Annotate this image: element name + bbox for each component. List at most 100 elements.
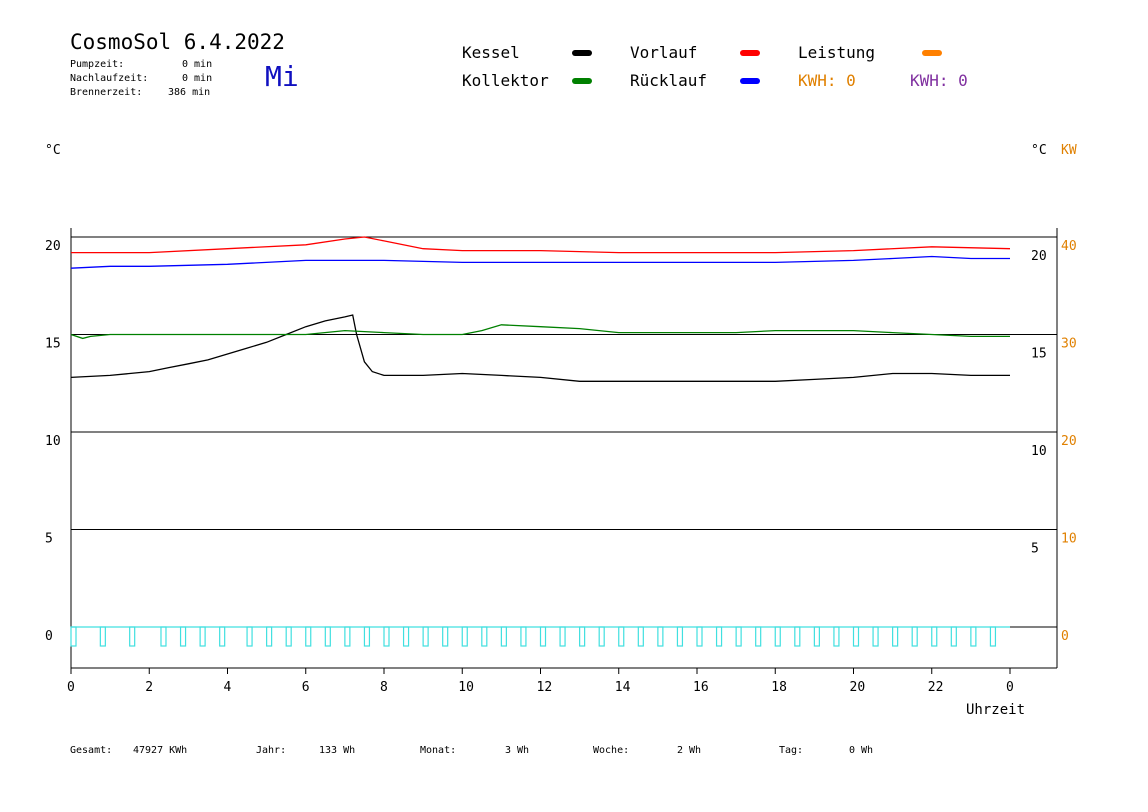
pump-pulse bbox=[755, 626, 762, 647]
pump-pulse bbox=[266, 626, 273, 647]
pump-pulse bbox=[129, 626, 136, 647]
footer-monat-value: 3 Wh bbox=[505, 745, 530, 756]
pump-pulse bbox=[833, 626, 840, 647]
footer-tag-value: 0 Wh bbox=[849, 745, 874, 756]
pump-pulse bbox=[852, 626, 860, 647]
pump-pulse bbox=[637, 626, 644, 647]
pump-pulse bbox=[676, 626, 684, 647]
stat-nachlaufzeit-value: 0 min bbox=[182, 73, 213, 84]
x-tick-label: 10 bbox=[458, 680, 474, 695]
y-right-kw-tick-label: 30 bbox=[1061, 337, 1077, 352]
stat-pumpzeit-value: 0 min bbox=[182, 59, 213, 70]
y-right-kw-tick-label: 20 bbox=[1061, 434, 1077, 449]
pump-pulse bbox=[99, 626, 106, 647]
legend-kessel-label: Kessel bbox=[462, 43, 520, 62]
x-tick-label: 16 bbox=[693, 680, 709, 695]
y-left-tick-label: 0 bbox=[45, 629, 53, 644]
legend-vorlauf-label: Vorlauf bbox=[630, 43, 698, 62]
pump-pulse bbox=[383, 626, 390, 647]
y-left-tick-label: 20 bbox=[45, 239, 61, 254]
stat-pumpzeit-label: Pumpzeit: bbox=[70, 59, 125, 70]
y-right-kw-tick-label: 10 bbox=[1061, 532, 1077, 547]
pump-pulse bbox=[442, 626, 449, 647]
pump-pulse bbox=[520, 626, 527, 647]
x-tick-label: 20 bbox=[850, 680, 866, 695]
legend-kwh-orange: KWH: 0 bbox=[798, 71, 856, 90]
x-tick-label: 0 bbox=[67, 680, 75, 695]
legend-kollektor-swatch bbox=[572, 78, 592, 84]
left-axis-unit: °C bbox=[45, 143, 61, 158]
pump-pulse bbox=[179, 626, 187, 647]
legend-ruecklauf-swatch bbox=[740, 78, 760, 84]
pump-pulse bbox=[344, 626, 351, 647]
pump-pulse bbox=[324, 626, 331, 647]
series-line-vorlauf bbox=[71, 236, 1011, 254]
footer-woche-value: 2 Wh bbox=[677, 745, 702, 756]
pump-pulse bbox=[500, 626, 507, 647]
pump-pulse bbox=[989, 626, 997, 647]
footer-monat-label: Monat: bbox=[420, 745, 457, 756]
y-right-tick-label: 10 bbox=[1031, 444, 1047, 459]
pump-pulse bbox=[696, 626, 703, 647]
legend-ruecklauf-label: Rücklauf bbox=[630, 71, 708, 90]
weekday-label: Mi bbox=[265, 60, 299, 93]
right-axis-unit: °C bbox=[1031, 143, 1047, 158]
pump-pulse bbox=[539, 626, 547, 647]
y-right-tick-label: 20 bbox=[1031, 249, 1047, 264]
x-tick-label: 0 bbox=[1006, 680, 1014, 695]
pump-pulse bbox=[285, 626, 292, 647]
pump-pulse bbox=[715, 626, 723, 647]
pump-pulse bbox=[618, 626, 625, 647]
right-axis-unit-kw: KW bbox=[1061, 143, 1077, 158]
stat-brennerzeit-label: Brennerzeit: bbox=[70, 87, 143, 98]
pump-pulse bbox=[970, 626, 977, 647]
footer-woche-label: Woche: bbox=[593, 745, 630, 756]
pump-pulse bbox=[363, 626, 371, 647]
pump-pulse bbox=[422, 626, 429, 647]
pump-pulse bbox=[579, 626, 586, 647]
legend-vorlauf-swatch bbox=[740, 50, 760, 56]
pump-pulse bbox=[794, 626, 801, 647]
x-tick-label: 22 bbox=[928, 680, 944, 695]
legend-leistung-label: Leistung bbox=[798, 43, 876, 62]
y-right-kw-tick-label: 40 bbox=[1061, 239, 1077, 254]
footer-gesamt-label: Gesamt: bbox=[70, 745, 113, 756]
pump-pulse bbox=[305, 626, 312, 647]
pump-pulse bbox=[219, 626, 226, 647]
y-right-kw-tick-label: 0 bbox=[1061, 629, 1069, 644]
pump-pulse bbox=[735, 626, 742, 647]
series-line-kollektor bbox=[70, 324, 1010, 340]
x-tick-label: 14 bbox=[615, 680, 631, 695]
series-line-ruecklauf bbox=[70, 255, 1010, 269]
x-axis-label: Uhrzeit bbox=[966, 702, 1026, 718]
legend-kessel-swatch bbox=[572, 50, 592, 56]
legend-leistung-swatch bbox=[922, 50, 942, 56]
pump-pulse bbox=[160, 626, 167, 647]
y-left-tick-label: 5 bbox=[45, 532, 53, 547]
pump-pulse bbox=[911, 626, 918, 647]
pump-pulse bbox=[559, 626, 566, 647]
footer-gesamt-value: 47927 KWh bbox=[133, 745, 188, 756]
pump-pulse bbox=[774, 626, 781, 647]
stat-nachlaufzeit-label: Nachlaufzeit: bbox=[70, 73, 149, 84]
chart-title: CosmoSol 6.4.2022 bbox=[70, 30, 285, 54]
footer-jahr-label: Jahr: bbox=[256, 745, 287, 756]
pump-pulse bbox=[813, 626, 820, 647]
pump-pulse bbox=[481, 626, 488, 647]
y-right-tick-label: 5 bbox=[1031, 542, 1039, 557]
pump-pulse bbox=[931, 626, 938, 647]
pump-pulse bbox=[199, 626, 206, 647]
pump-pulse bbox=[70, 626, 77, 647]
series-line-kessel bbox=[70, 314, 1010, 382]
x-tick-label: 2 bbox=[145, 680, 153, 695]
y-right-tick-label: 15 bbox=[1031, 347, 1047, 362]
footer-tag-label: Tag: bbox=[779, 745, 804, 756]
pump-pulse bbox=[872, 626, 879, 647]
y-left-tick-label: 15 bbox=[45, 337, 61, 352]
x-tick-label: 12 bbox=[537, 680, 553, 695]
pump-pulse bbox=[246, 626, 253, 647]
legend-kwh-purple: KWH: 0 bbox=[910, 71, 968, 90]
x-tick-label: 8 bbox=[380, 680, 388, 695]
pump-pulse bbox=[950, 626, 957, 647]
y-left-tick-label: 10 bbox=[45, 434, 61, 449]
